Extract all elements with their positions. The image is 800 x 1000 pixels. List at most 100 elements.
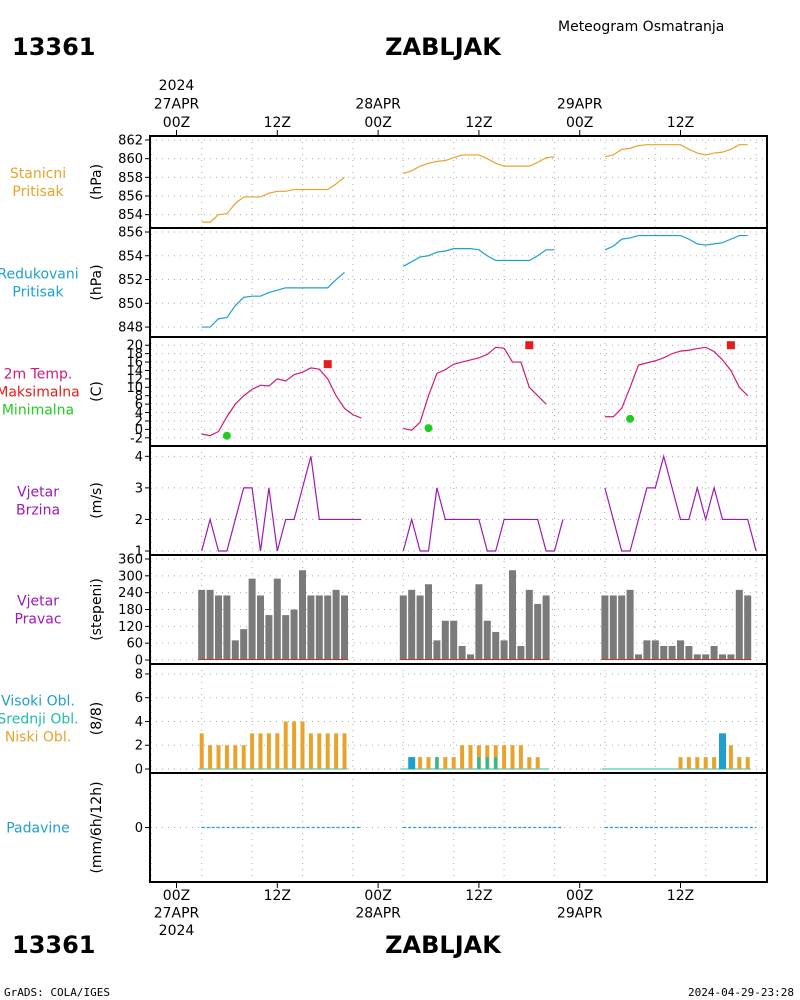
- panel-label: Stanicni: [10, 166, 66, 182]
- wind-direction-bar: [341, 595, 348, 660]
- wind-direction-bar: [735, 589, 743, 660]
- y-tick-label: 860: [118, 152, 143, 167]
- pressure-line: [201, 271, 345, 328]
- wind-direction-bar: [727, 654, 735, 660]
- wind-direction-bar: [492, 631, 500, 660]
- time-label-bottom: 00Z: [566, 888, 593, 904]
- y-tick-label: 14: [126, 364, 143, 379]
- panel-label: Pritisak: [12, 184, 64, 200]
- low-cloud-bar: [224, 745, 229, 769]
- low-cloud-bar: [342, 733, 347, 769]
- wind-direction-bar: [257, 595, 264, 660]
- y-tick-label: 180: [118, 603, 143, 618]
- wind-direction-bar: [450, 620, 458, 660]
- wind-direction-bar: [542, 595, 550, 660]
- station-name-bottom: ZABLJAK: [385, 931, 502, 959]
- low-cloud-bar: [695, 757, 700, 769]
- time-label-bottom: 28APR: [355, 906, 401, 922]
- panel-label: Pravac: [14, 612, 61, 628]
- low-cloud-bar: [325, 733, 330, 769]
- wind-direction-bar: [206, 589, 214, 660]
- wind-speed-line: [402, 487, 564, 552]
- credit-text: GrADS: COLA/IGES: [4, 986, 110, 999]
- low-cloud-bar: [686, 757, 691, 769]
- wind-direction-bar: [265, 615, 273, 660]
- panel-label: Vjetar: [17, 485, 59, 501]
- low-cloud-bar: [233, 745, 238, 769]
- y-axis-label: (m/s): [89, 482, 105, 519]
- wind-direction-bar: [702, 654, 710, 660]
- mid-cloud-bar: [477, 757, 481, 769]
- wind-direction-bar: [475, 584, 483, 660]
- station-id-bottom: 13361: [12, 931, 96, 959]
- y-tick-label: -2: [130, 431, 143, 446]
- panel-label: 2m Temp.: [4, 367, 73, 383]
- panel-label: Vjetar: [17, 594, 59, 610]
- y-tick-label: 6: [135, 398, 143, 413]
- wind-direction-bar: [399, 595, 407, 660]
- low-cloud-bar: [241, 745, 246, 769]
- wind-direction-bar: [660, 645, 668, 660]
- wind-direction-bar: [215, 595, 222, 660]
- y-tick-label: 0: [135, 821, 143, 836]
- pressure-line: [604, 144, 748, 158]
- y-tick-label: 856: [118, 226, 143, 241]
- low-cloud-bar: [468, 745, 473, 769]
- low-cloud-bar: [208, 745, 213, 769]
- tmin-marker: [626, 414, 635, 423]
- wind-speed-line: [201, 456, 362, 552]
- temperature-line: [403, 346, 547, 431]
- low-cloud-bar: [317, 733, 322, 769]
- wind-direction-bar: [248, 578, 256, 660]
- y-tick-label: 360: [118, 553, 143, 568]
- low-cloud-bar: [728, 745, 733, 769]
- wind-direction-bar: [635, 654, 642, 660]
- y-tick-label: 850: [118, 297, 143, 312]
- y-tick-label: 6: [135, 691, 143, 706]
- wind-speed-line: [604, 453, 757, 552]
- panel-frame: [149, 445, 768, 556]
- timestamp-text: 2024-04-29-23:28: [688, 986, 794, 999]
- wind-direction-bar: [517, 645, 525, 660]
- mid-cloud-bar: [485, 757, 489, 769]
- low-cloud-bar: [451, 757, 456, 769]
- panel-label: Pritisak: [12, 285, 64, 301]
- time-label-top: 00Z: [566, 115, 593, 131]
- y-tick-label: 2: [135, 739, 143, 754]
- time-label-top: 2024: [159, 78, 195, 94]
- mid-cloud-bar: [435, 757, 439, 769]
- low-cloud-bar: [712, 757, 717, 769]
- y-tick-label: 12: [126, 372, 143, 387]
- wind-direction-bar: [483, 620, 491, 660]
- y-tick-label: 856: [118, 190, 143, 205]
- panel-label: Niski Obl.: [5, 730, 71, 746]
- low-cloud-bar: [292, 721, 297, 769]
- time-label-bottom: 12Z: [667, 888, 694, 904]
- wind-direction-bar: [500, 640, 508, 660]
- wind-direction-bar: [332, 589, 340, 660]
- wind-direction-bar: [467, 654, 474, 660]
- time-label-top: 27APR: [154, 97, 200, 113]
- low-cloud-bar: [678, 757, 683, 769]
- panel-label: Maksimalna: [0, 385, 80, 401]
- y-tick-label: 16: [126, 356, 143, 371]
- y-tick-label: 8: [135, 389, 143, 404]
- low-cloud-bar: [300, 721, 305, 769]
- y-tick-label: 8: [135, 667, 143, 682]
- wind-direction-bar: [433, 640, 441, 660]
- time-label-top: 00Z: [163, 115, 190, 131]
- low-cloud-bar: [258, 733, 263, 769]
- time-label-top: 28APR: [355, 97, 401, 113]
- low-cloud-bar: [518, 745, 523, 769]
- low-cloud-bar: [703, 757, 708, 769]
- y-axis-label: (mm/6h/12h): [89, 781, 105, 873]
- temperature-line: [604, 346, 749, 418]
- low-cloud-bar: [216, 745, 221, 769]
- wind-direction-bar: [643, 640, 651, 660]
- y-tick-label: 858: [118, 171, 143, 186]
- y-tick-label: 4: [135, 450, 143, 465]
- time-label-bottom: 12Z: [264, 888, 291, 904]
- y-tick-label: 18: [126, 347, 143, 362]
- time-label-bottom: 00Z: [364, 888, 391, 904]
